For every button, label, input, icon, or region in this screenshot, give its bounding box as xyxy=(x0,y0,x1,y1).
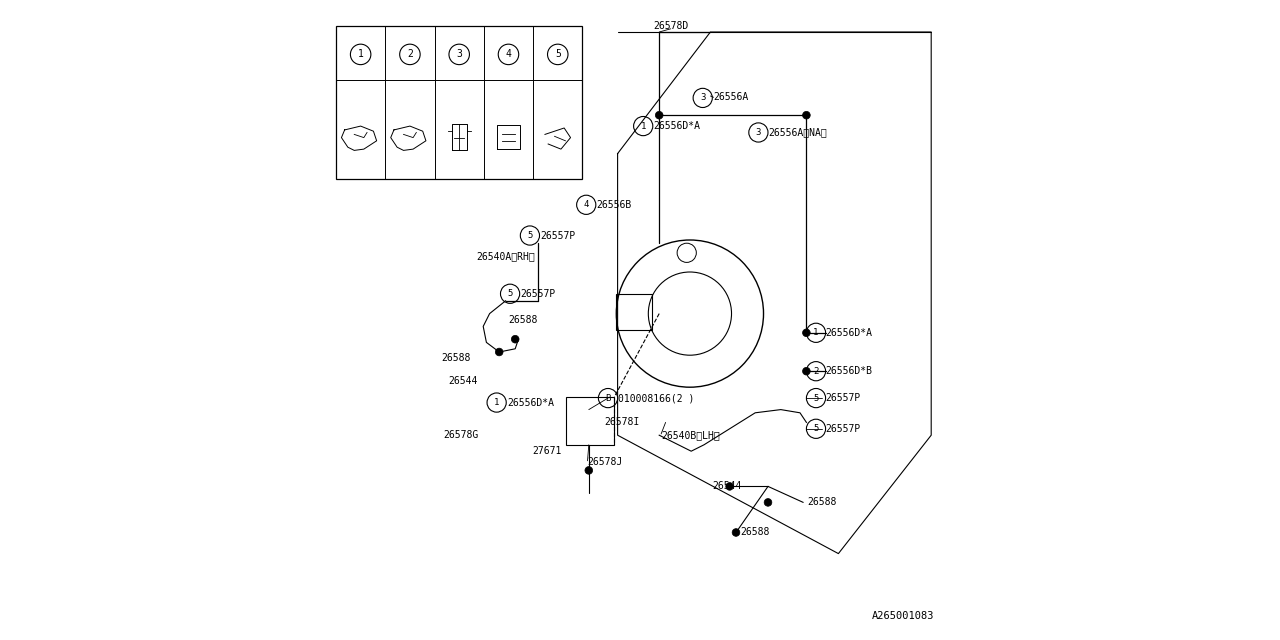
Text: 26578J: 26578J xyxy=(588,457,623,467)
Text: 26578D: 26578D xyxy=(653,20,689,31)
Text: 26557P: 26557P xyxy=(826,424,861,434)
Text: 26588: 26588 xyxy=(508,315,538,325)
Text: 5: 5 xyxy=(527,231,532,240)
Circle shape xyxy=(495,348,503,356)
Text: 1: 1 xyxy=(357,49,364,60)
Circle shape xyxy=(764,499,772,506)
Text: 3: 3 xyxy=(755,128,762,137)
Text: 26556D*A: 26556D*A xyxy=(826,328,873,338)
Text: 3: 3 xyxy=(700,93,705,102)
Text: 5: 5 xyxy=(813,424,819,433)
Text: 2: 2 xyxy=(813,367,819,376)
Text: 26588: 26588 xyxy=(442,353,471,364)
Bar xyxy=(335,26,582,179)
Text: 3: 3 xyxy=(456,49,462,60)
Circle shape xyxy=(726,483,733,490)
Text: 26556D*B: 26556D*B xyxy=(826,366,873,376)
Circle shape xyxy=(803,111,810,119)
Text: 4: 4 xyxy=(584,200,589,209)
Circle shape xyxy=(655,111,663,119)
Text: 26578G: 26578G xyxy=(443,430,479,440)
Circle shape xyxy=(512,335,520,343)
Text: 26556A〈NA〉: 26556A〈NA〉 xyxy=(768,127,827,138)
Text: 26556B: 26556B xyxy=(596,200,632,210)
Circle shape xyxy=(732,529,740,536)
Text: 1: 1 xyxy=(813,328,819,337)
Bar xyxy=(617,294,652,330)
Circle shape xyxy=(585,467,593,474)
Text: 26578I: 26578I xyxy=(604,417,640,428)
Text: 26540B〈LH〉: 26540B〈LH〉 xyxy=(662,430,719,440)
Text: 26557P: 26557P xyxy=(826,393,861,403)
Text: 26544: 26544 xyxy=(712,481,741,492)
Text: 26540A〈RH〉: 26540A〈RH〉 xyxy=(477,251,535,261)
Text: 26588: 26588 xyxy=(808,497,837,508)
Text: 26544: 26544 xyxy=(448,376,477,386)
Text: B: B xyxy=(605,394,611,403)
Text: 5: 5 xyxy=(507,289,513,298)
Text: 26588: 26588 xyxy=(740,527,769,538)
Text: 2: 2 xyxy=(407,49,413,60)
Text: 1: 1 xyxy=(494,398,499,407)
Text: 5: 5 xyxy=(813,394,819,403)
Circle shape xyxy=(803,367,810,375)
Text: 5: 5 xyxy=(554,49,561,60)
Text: A265001083: A265001083 xyxy=(872,611,934,621)
Circle shape xyxy=(803,329,810,337)
Text: 26556D*A: 26556D*A xyxy=(654,121,700,131)
Text: 26557P: 26557P xyxy=(520,289,556,299)
Text: 26556D*A: 26556D*A xyxy=(507,397,554,408)
Text: 010008166(2 ): 010008166(2 ) xyxy=(618,393,694,403)
Text: 27671: 27671 xyxy=(532,446,562,456)
Text: 4: 4 xyxy=(506,49,512,60)
Text: 1: 1 xyxy=(640,122,646,131)
Bar xyxy=(566,397,614,445)
Text: 26557P: 26557P xyxy=(540,230,576,241)
Text: 26556A: 26556A xyxy=(714,92,749,102)
